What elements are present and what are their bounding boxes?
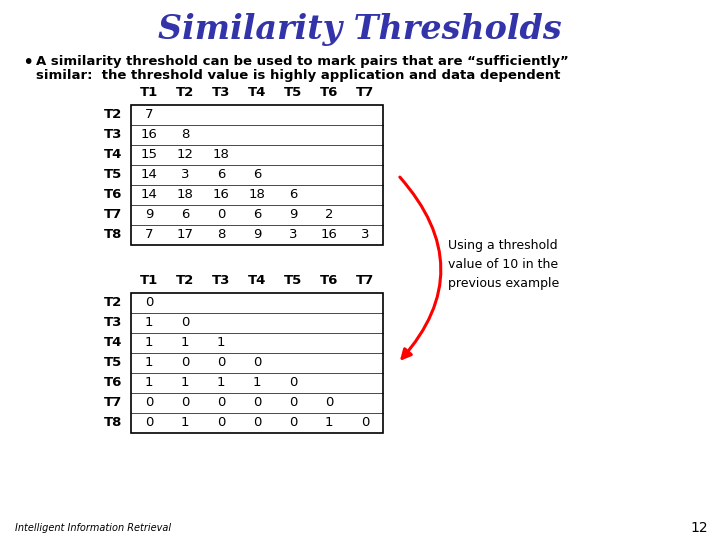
Text: T5: T5 <box>104 168 122 181</box>
Text: 8: 8 <box>181 129 189 141</box>
Text: T5: T5 <box>284 274 302 287</box>
Text: 3: 3 <box>289 228 297 241</box>
Text: T2: T2 <box>104 296 122 309</box>
Text: 0: 0 <box>217 356 225 369</box>
Text: T3: T3 <box>104 316 122 329</box>
Text: 0: 0 <box>181 316 189 329</box>
Text: T6: T6 <box>104 376 122 389</box>
Text: T5: T5 <box>284 86 302 99</box>
Text: T4: T4 <box>248 274 266 287</box>
Text: 17: 17 <box>176 228 194 241</box>
Text: Intelligent Information Retrieval: Intelligent Information Retrieval <box>15 523 171 533</box>
Text: 16: 16 <box>140 129 158 141</box>
Text: 1: 1 <box>145 316 153 329</box>
Text: 7: 7 <box>145 109 153 122</box>
Text: T2: T2 <box>104 109 122 122</box>
Text: 0: 0 <box>325 396 333 409</box>
Text: 18: 18 <box>212 148 230 161</box>
Text: 0: 0 <box>253 416 261 429</box>
Text: 14: 14 <box>140 168 158 181</box>
Text: 0: 0 <box>289 416 297 429</box>
Text: T4: T4 <box>104 336 122 349</box>
Text: T7: T7 <box>356 86 374 99</box>
Text: 6: 6 <box>253 168 261 181</box>
Text: T6: T6 <box>320 274 338 287</box>
Text: 16: 16 <box>212 188 230 201</box>
Text: T6: T6 <box>104 188 122 201</box>
Text: T6: T6 <box>320 86 338 99</box>
Text: 0: 0 <box>253 396 261 409</box>
Text: A similarity threshold can be used to mark pairs that are “sufficiently”: A similarity threshold can be used to ma… <box>36 55 569 68</box>
Bar <box>131 105 383 245</box>
Text: 6: 6 <box>181 208 189 221</box>
Text: T4: T4 <box>104 148 122 161</box>
Text: 8: 8 <box>217 228 225 241</box>
Text: 18: 18 <box>176 188 194 201</box>
Text: 0: 0 <box>217 396 225 409</box>
Text: 7: 7 <box>145 228 153 241</box>
Text: 0: 0 <box>217 208 225 221</box>
Text: 1: 1 <box>181 336 189 349</box>
Text: similar:  the threshold value is highly application and data dependent: similar: the threshold value is highly a… <box>36 69 560 82</box>
Text: T5: T5 <box>104 356 122 369</box>
Text: 0: 0 <box>217 416 225 429</box>
Text: 1: 1 <box>253 376 261 389</box>
Text: 3: 3 <box>361 228 369 241</box>
Text: 1: 1 <box>217 336 225 349</box>
Text: •: • <box>22 52 33 71</box>
Text: T2: T2 <box>176 86 194 99</box>
Bar <box>131 293 383 433</box>
Text: 0: 0 <box>145 416 153 429</box>
Text: Using a threshold
value of 10 in the
previous example: Using a threshold value of 10 in the pre… <box>448 239 559 289</box>
Text: 12: 12 <box>176 148 194 161</box>
Text: 6: 6 <box>217 168 225 181</box>
Text: 1: 1 <box>181 416 189 429</box>
Text: 0: 0 <box>145 296 153 309</box>
Text: T1: T1 <box>140 86 158 99</box>
Text: T3: T3 <box>104 129 122 141</box>
Text: 18: 18 <box>248 188 266 201</box>
Text: T1: T1 <box>140 274 158 287</box>
Text: T7: T7 <box>104 396 122 409</box>
Text: 0: 0 <box>289 376 297 389</box>
Text: T2: T2 <box>176 274 194 287</box>
Text: 0: 0 <box>145 396 153 409</box>
Text: 1: 1 <box>217 376 225 389</box>
Text: 9: 9 <box>145 208 153 221</box>
Text: 0: 0 <box>361 416 369 429</box>
Text: 1: 1 <box>181 376 189 389</box>
Text: 0: 0 <box>253 356 261 369</box>
Text: T7: T7 <box>356 274 374 287</box>
Text: 0: 0 <box>181 396 189 409</box>
Text: T8: T8 <box>104 416 122 429</box>
Text: 1: 1 <box>145 376 153 389</box>
Text: T3: T3 <box>212 86 230 99</box>
Text: Similarity Thresholds: Similarity Thresholds <box>158 14 562 46</box>
Text: 15: 15 <box>140 148 158 161</box>
Text: 2: 2 <box>325 208 333 221</box>
Text: 6: 6 <box>289 188 297 201</box>
Text: T7: T7 <box>104 208 122 221</box>
Text: 1: 1 <box>145 356 153 369</box>
Text: 14: 14 <box>140 188 158 201</box>
Text: 6: 6 <box>253 208 261 221</box>
Text: T4: T4 <box>248 86 266 99</box>
Text: 0: 0 <box>289 396 297 409</box>
Text: 12: 12 <box>690 521 708 535</box>
Text: 0: 0 <box>181 356 189 369</box>
Text: 3: 3 <box>181 168 189 181</box>
Text: T8: T8 <box>104 228 122 241</box>
Text: 16: 16 <box>320 228 338 241</box>
Text: 1: 1 <box>145 336 153 349</box>
Text: 9: 9 <box>289 208 297 221</box>
Text: 9: 9 <box>253 228 261 241</box>
Text: 1: 1 <box>325 416 333 429</box>
Text: T3: T3 <box>212 274 230 287</box>
